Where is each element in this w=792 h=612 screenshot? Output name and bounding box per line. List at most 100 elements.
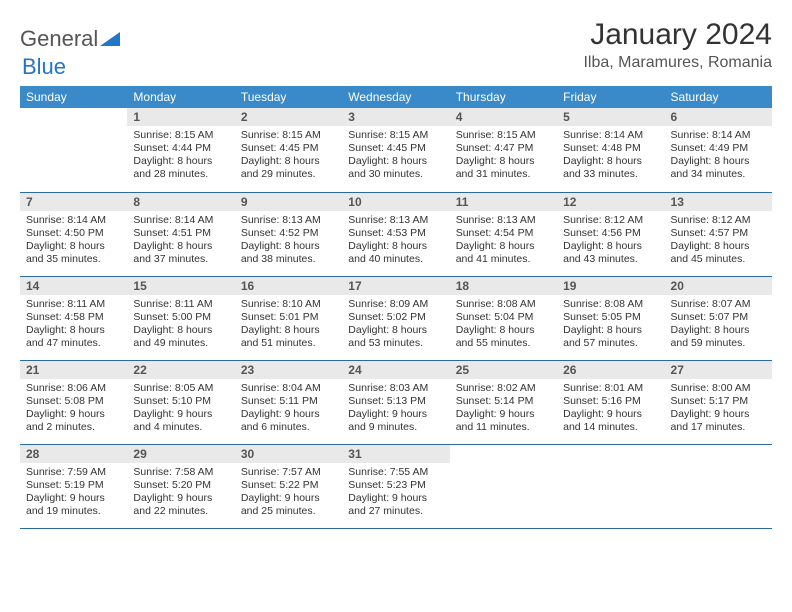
logo-text-general: General bbox=[20, 26, 98, 52]
calendar-cell: 23Sunrise: 8:04 AMSunset: 5:11 PMDayligh… bbox=[235, 360, 342, 444]
day-text: Sunrise: 8:07 AMSunset: 5:07 PMDaylight:… bbox=[665, 295, 772, 355]
sunset-line: Sunset: 5:00 PM bbox=[133, 311, 228, 324]
daylight-line: and 53 minutes. bbox=[348, 337, 443, 350]
calendar-cell bbox=[450, 444, 557, 528]
day-number: 9 bbox=[235, 193, 342, 211]
daylight-line: and 14 minutes. bbox=[563, 421, 658, 434]
day-text: Sunrise: 8:09 AMSunset: 5:02 PMDaylight:… bbox=[342, 295, 449, 355]
calendar-cell: 27Sunrise: 8:00 AMSunset: 5:17 PMDayligh… bbox=[665, 360, 772, 444]
day-number: 12 bbox=[557, 193, 664, 211]
daylight-line: Daylight: 8 hours bbox=[456, 324, 551, 337]
day-number: 18 bbox=[450, 277, 557, 295]
sunset-line: Sunset: 5:22 PM bbox=[241, 479, 336, 492]
day-number: 20 bbox=[665, 277, 772, 295]
daylight-line: Daylight: 8 hours bbox=[133, 240, 228, 253]
daylight-line: and 40 minutes. bbox=[348, 253, 443, 266]
daylight-line: Daylight: 9 hours bbox=[563, 408, 658, 421]
daylight-line: and 33 minutes. bbox=[563, 168, 658, 181]
calendar-cell: 6Sunrise: 8:14 AMSunset: 4:49 PMDaylight… bbox=[665, 108, 772, 192]
sunrise-line: Sunrise: 8:08 AM bbox=[563, 298, 658, 311]
day-number: 26 bbox=[557, 361, 664, 379]
daylight-line: Daylight: 8 hours bbox=[241, 324, 336, 337]
day-text: Sunrise: 8:13 AMSunset: 4:53 PMDaylight:… bbox=[342, 211, 449, 271]
calendar-cell: 18Sunrise: 8:08 AMSunset: 5:04 PMDayligh… bbox=[450, 276, 557, 360]
daylight-line: Daylight: 8 hours bbox=[456, 240, 551, 253]
sunset-line: Sunset: 4:58 PM bbox=[26, 311, 121, 324]
daylight-line: and 38 minutes. bbox=[241, 253, 336, 266]
day-number: 5 bbox=[557, 108, 664, 126]
calendar-cell: 30Sunrise: 7:57 AMSunset: 5:22 PMDayligh… bbox=[235, 444, 342, 528]
calendar-cell: 12Sunrise: 8:12 AMSunset: 4:56 PMDayligh… bbox=[557, 192, 664, 276]
calendar-cell: 19Sunrise: 8:08 AMSunset: 5:05 PMDayligh… bbox=[557, 276, 664, 360]
sunrise-line: Sunrise: 8:07 AM bbox=[671, 298, 766, 311]
calendar-cell: 3Sunrise: 8:15 AMSunset: 4:45 PMDaylight… bbox=[342, 108, 449, 192]
sunset-line: Sunset: 4:53 PM bbox=[348, 227, 443, 240]
daylight-line: Daylight: 8 hours bbox=[348, 240, 443, 253]
calendar-cell: 24Sunrise: 8:03 AMSunset: 5:13 PMDayligh… bbox=[342, 360, 449, 444]
day-number: 29 bbox=[127, 445, 234, 463]
sunset-line: Sunset: 5:05 PM bbox=[563, 311, 658, 324]
day-text: Sunrise: 8:01 AMSunset: 5:16 PMDaylight:… bbox=[557, 379, 664, 439]
daylight-line: and 41 minutes. bbox=[456, 253, 551, 266]
day-text: Sunrise: 8:06 AMSunset: 5:08 PMDaylight:… bbox=[20, 379, 127, 439]
daylight-line: and 55 minutes. bbox=[456, 337, 551, 350]
day-text: Sunrise: 8:12 AMSunset: 4:56 PMDaylight:… bbox=[557, 211, 664, 271]
sunrise-line: Sunrise: 8:13 AM bbox=[348, 214, 443, 227]
sunrise-line: Sunrise: 8:15 AM bbox=[133, 129, 228, 142]
day-text: Sunrise: 7:59 AMSunset: 5:19 PMDaylight:… bbox=[20, 463, 127, 523]
daylight-line: and 6 minutes. bbox=[241, 421, 336, 434]
day-number: 14 bbox=[20, 277, 127, 295]
sunset-line: Sunset: 5:23 PM bbox=[348, 479, 443, 492]
sunrise-line: Sunrise: 8:03 AM bbox=[348, 382, 443, 395]
sunset-line: Sunset: 4:45 PM bbox=[348, 142, 443, 155]
calendar-cell: 26Sunrise: 8:01 AMSunset: 5:16 PMDayligh… bbox=[557, 360, 664, 444]
calendar-cell: 15Sunrise: 8:11 AMSunset: 5:00 PMDayligh… bbox=[127, 276, 234, 360]
sunset-line: Sunset: 5:19 PM bbox=[26, 479, 121, 492]
day-text: Sunrise: 7:58 AMSunset: 5:20 PMDaylight:… bbox=[127, 463, 234, 523]
daylight-line: and 43 minutes. bbox=[563, 253, 658, 266]
daylight-line: and 45 minutes. bbox=[671, 253, 766, 266]
sunset-line: Sunset: 4:57 PM bbox=[671, 227, 766, 240]
day-text: Sunrise: 8:14 AMSunset: 4:49 PMDaylight:… bbox=[665, 126, 772, 186]
sunset-line: Sunset: 4:52 PM bbox=[241, 227, 336, 240]
daylight-line: and 28 minutes. bbox=[133, 168, 228, 181]
calendar-cell: 16Sunrise: 8:10 AMSunset: 5:01 PMDayligh… bbox=[235, 276, 342, 360]
day-number: 21 bbox=[20, 361, 127, 379]
sunrise-line: Sunrise: 8:09 AM bbox=[348, 298, 443, 311]
day-number: 24 bbox=[342, 361, 449, 379]
daylight-line: and 49 minutes. bbox=[133, 337, 228, 350]
day-text: Sunrise: 8:05 AMSunset: 5:10 PMDaylight:… bbox=[127, 379, 234, 439]
sunrise-line: Sunrise: 8:15 AM bbox=[241, 129, 336, 142]
day-number: 27 bbox=[665, 361, 772, 379]
sunrise-line: Sunrise: 8:14 AM bbox=[26, 214, 121, 227]
sunset-line: Sunset: 4:56 PM bbox=[563, 227, 658, 240]
calendar-cell bbox=[20, 108, 127, 192]
calendar-cell: 7Sunrise: 8:14 AMSunset: 4:50 PMDaylight… bbox=[20, 192, 127, 276]
sunrise-line: Sunrise: 8:14 AM bbox=[671, 129, 766, 142]
sunrise-line: Sunrise: 8:11 AM bbox=[133, 298, 228, 311]
sunset-line: Sunset: 4:45 PM bbox=[241, 142, 336, 155]
day-text: Sunrise: 8:04 AMSunset: 5:11 PMDaylight:… bbox=[235, 379, 342, 439]
sunrise-line: Sunrise: 8:12 AM bbox=[563, 214, 658, 227]
daylight-line: Daylight: 9 hours bbox=[241, 492, 336, 505]
daylight-line: Daylight: 8 hours bbox=[133, 324, 228, 337]
sunrise-line: Sunrise: 8:13 AM bbox=[456, 214, 551, 227]
daylight-line: Daylight: 9 hours bbox=[133, 492, 228, 505]
day-text: Sunrise: 8:14 AMSunset: 4:51 PMDaylight:… bbox=[127, 211, 234, 271]
daylight-line: Daylight: 9 hours bbox=[26, 408, 121, 421]
sunset-line: Sunset: 4:54 PM bbox=[456, 227, 551, 240]
daylight-line: Daylight: 8 hours bbox=[456, 155, 551, 168]
day-text: Sunrise: 8:11 AMSunset: 4:58 PMDaylight:… bbox=[20, 295, 127, 355]
title-block: January 2024 Ilba, Maramures, Romania bbox=[583, 18, 772, 72]
day-number: 31 bbox=[342, 445, 449, 463]
day-number: 25 bbox=[450, 361, 557, 379]
sunset-line: Sunset: 5:11 PM bbox=[241, 395, 336, 408]
calendar-cell: 4Sunrise: 8:15 AMSunset: 4:47 PMDaylight… bbox=[450, 108, 557, 192]
calendar-cell: 25Sunrise: 8:02 AMSunset: 5:14 PMDayligh… bbox=[450, 360, 557, 444]
sunrise-line: Sunrise: 8:04 AM bbox=[241, 382, 336, 395]
daylight-line: Daylight: 9 hours bbox=[133, 408, 228, 421]
calendar-week-row: 7Sunrise: 8:14 AMSunset: 4:50 PMDaylight… bbox=[20, 192, 772, 276]
calendar-cell: 29Sunrise: 7:58 AMSunset: 5:20 PMDayligh… bbox=[127, 444, 234, 528]
calendar-table: SundayMondayTuesdayWednesdayThursdayFrid… bbox=[20, 86, 772, 529]
calendar-cell: 14Sunrise: 8:11 AMSunset: 4:58 PMDayligh… bbox=[20, 276, 127, 360]
